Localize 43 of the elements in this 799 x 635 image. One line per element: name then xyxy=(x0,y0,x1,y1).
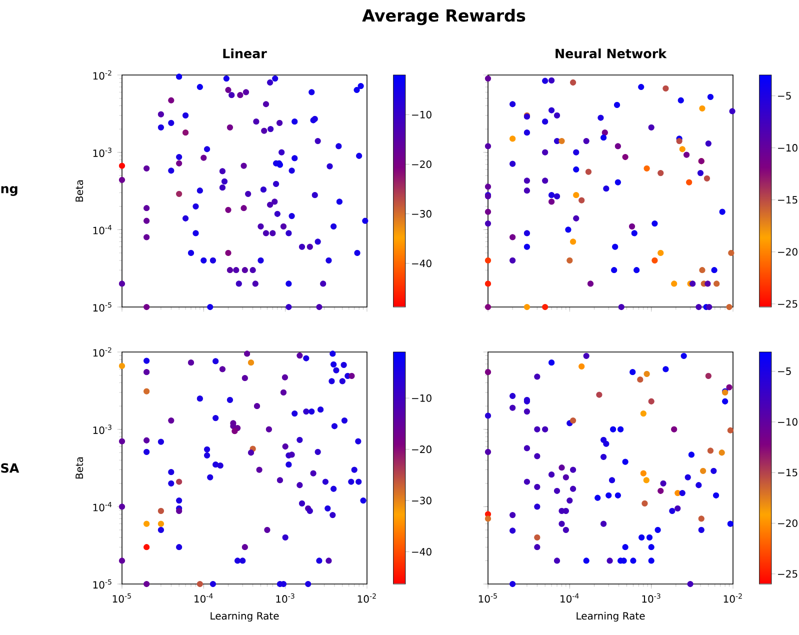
x-axis-title: Learning Rate xyxy=(210,612,279,622)
x-tick-label: 10$^{-4}$ xyxy=(194,593,213,603)
text: Average Rewards xyxy=(362,8,526,26)
color-bar-label: −20 xyxy=(778,519,798,528)
y-axis-title: Beta xyxy=(76,180,84,202)
color-bar-label: −10 xyxy=(778,418,798,426)
color-bar-label: −10 xyxy=(412,110,432,118)
x-tick-label: 10$^{-5}$ xyxy=(478,593,497,603)
x-tick-label: 10$^{-2}$ xyxy=(358,593,376,603)
color-bar-label: −30 xyxy=(412,496,432,504)
color-bar-label: −5 xyxy=(778,368,791,375)
y-tick-label: 10$^{-2}$ xyxy=(93,70,112,80)
x-tick-label: 10$^{-2}$ xyxy=(724,593,742,603)
color-bar-label: −25 xyxy=(778,300,798,308)
color-bar-label: −20 xyxy=(778,248,798,256)
x-tick-label: 10$^{-5}$ xyxy=(112,593,131,603)
chart-title: Neural Network xyxy=(556,48,667,58)
color-bar-label: −20 xyxy=(412,446,432,454)
color-bar-label: −40 xyxy=(412,548,432,556)
color-bar-label: −15 xyxy=(778,196,798,204)
x-tick-label: 10$^{-3}$ xyxy=(642,593,660,603)
y-axis-title: Beta xyxy=(76,457,84,479)
x-axis-title: Learning Rate xyxy=(576,612,645,622)
color-bar-label: −5 xyxy=(778,92,791,100)
y-tick-label: 10$^{-2}$ xyxy=(93,347,112,357)
x-tick-label: 10$^{-4}$ xyxy=(560,593,579,603)
y-tick-label: 10$^{-4}$ xyxy=(93,225,112,234)
y-tick-label: 10$^{-5}$ xyxy=(93,302,112,312)
y-tick-label: 10$^{-3}$ xyxy=(93,424,112,434)
y-tick-label: 10$^{-5}$ xyxy=(93,579,112,589)
color-bar-label: −20 xyxy=(412,160,432,168)
color-bar-label: −30 xyxy=(412,210,432,218)
chart-title: Linear xyxy=(223,48,267,58)
color-bar-label: −10 xyxy=(412,394,432,402)
y-tick-label: 10$^{-3}$ xyxy=(93,148,112,158)
text: ng xyxy=(1,186,18,196)
text: SA xyxy=(1,463,20,473)
color-bar-label: −15 xyxy=(778,468,798,476)
y-tick-label: 10$^{-4}$ xyxy=(93,502,112,512)
color-bar-label: −25 xyxy=(778,570,798,578)
x-tick-label: 10$^{-3}$ xyxy=(276,593,294,603)
color-bar-label: −10 xyxy=(778,144,798,152)
color-bar-label: −40 xyxy=(412,260,432,268)
